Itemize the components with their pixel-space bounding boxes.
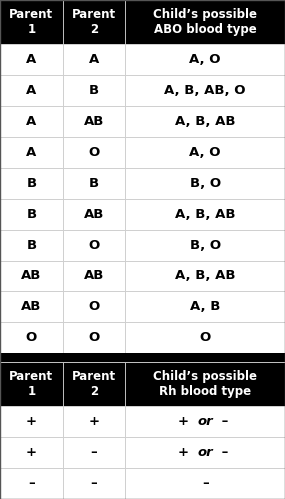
Text: O: O xyxy=(200,331,211,344)
Text: +: + xyxy=(26,446,37,459)
Text: A, B, AB, O: A, B, AB, O xyxy=(164,84,246,97)
Bar xyxy=(0,291,63,322)
Bar xyxy=(0,468,63,499)
Bar xyxy=(125,44,285,75)
Bar xyxy=(63,199,125,230)
Bar xyxy=(63,106,125,137)
Bar xyxy=(0,75,63,106)
Text: Parent
1: Parent 1 xyxy=(9,8,53,36)
Text: B, O: B, O xyxy=(190,239,221,251)
Text: –: – xyxy=(28,477,35,490)
Bar xyxy=(0,260,63,291)
Bar xyxy=(125,322,285,353)
Text: B: B xyxy=(26,208,36,221)
Bar xyxy=(0,230,63,260)
Text: Parent
1: Parent 1 xyxy=(9,370,53,398)
Text: AB: AB xyxy=(84,115,104,128)
Text: B: B xyxy=(89,84,99,97)
Text: O: O xyxy=(88,331,100,344)
Bar xyxy=(63,137,125,168)
Bar xyxy=(0,137,63,168)
Text: A: A xyxy=(26,115,36,128)
Text: +: + xyxy=(89,415,99,428)
Bar xyxy=(125,137,285,168)
Text: A: A xyxy=(26,146,36,159)
Text: B, O: B, O xyxy=(190,177,221,190)
Text: B: B xyxy=(26,239,36,251)
Bar xyxy=(0,0,63,44)
Bar xyxy=(125,362,285,406)
Text: +: + xyxy=(178,415,193,428)
Text: +: + xyxy=(26,415,37,428)
Bar xyxy=(125,468,285,499)
Bar xyxy=(125,437,285,468)
Text: AB: AB xyxy=(21,300,42,313)
Text: A, B, AB: A, B, AB xyxy=(175,269,235,282)
Bar xyxy=(63,75,125,106)
Text: A, B, AB: A, B, AB xyxy=(175,115,235,128)
Bar xyxy=(0,106,63,137)
Bar xyxy=(63,291,125,322)
Text: +: + xyxy=(178,446,193,459)
Text: A, B: A, B xyxy=(190,300,220,313)
Text: O: O xyxy=(88,239,100,251)
Bar xyxy=(0,353,285,362)
Text: –: – xyxy=(217,415,229,428)
Text: A, O: A, O xyxy=(190,146,221,159)
Text: B: B xyxy=(89,177,99,190)
Text: O: O xyxy=(88,146,100,159)
Bar xyxy=(0,168,63,199)
Text: Parent
2: Parent 2 xyxy=(72,8,116,36)
Bar xyxy=(63,406,125,437)
Text: A, O: A, O xyxy=(190,53,221,66)
Bar xyxy=(63,168,125,199)
Bar xyxy=(0,44,63,75)
Text: or: or xyxy=(198,415,213,428)
Text: AB: AB xyxy=(21,269,42,282)
Bar xyxy=(0,406,63,437)
Bar xyxy=(125,291,285,322)
Bar xyxy=(125,406,285,437)
Bar xyxy=(63,44,125,75)
Bar xyxy=(63,362,125,406)
Bar xyxy=(63,468,125,499)
Text: –: – xyxy=(202,477,209,490)
Text: AB: AB xyxy=(84,208,104,221)
Bar xyxy=(0,199,63,230)
Text: A, B, AB: A, B, AB xyxy=(175,208,235,221)
Bar xyxy=(125,230,285,260)
Text: or: or xyxy=(198,446,213,459)
Bar xyxy=(63,260,125,291)
Text: –: – xyxy=(91,477,97,490)
Text: Child’s possible
ABO blood type: Child’s possible ABO blood type xyxy=(153,8,257,36)
Text: A: A xyxy=(26,84,36,97)
Text: A: A xyxy=(26,53,36,66)
Text: –: – xyxy=(217,446,229,459)
Text: O: O xyxy=(88,300,100,313)
Text: –: – xyxy=(91,446,97,459)
Text: A: A xyxy=(89,53,99,66)
Bar xyxy=(125,0,285,44)
Text: O: O xyxy=(26,331,37,344)
Bar xyxy=(125,199,285,230)
Bar xyxy=(125,260,285,291)
Bar xyxy=(0,362,63,406)
Text: B: B xyxy=(26,177,36,190)
Bar xyxy=(63,322,125,353)
Bar xyxy=(63,437,125,468)
Bar xyxy=(125,168,285,199)
Bar xyxy=(125,75,285,106)
Bar xyxy=(125,106,285,137)
Text: Child’s possible
Rh blood type: Child’s possible Rh blood type xyxy=(153,370,257,398)
Bar xyxy=(63,230,125,260)
Bar xyxy=(0,437,63,468)
Bar xyxy=(0,322,63,353)
Text: AB: AB xyxy=(84,269,104,282)
Bar xyxy=(63,0,125,44)
Text: Parent
2: Parent 2 xyxy=(72,370,116,398)
